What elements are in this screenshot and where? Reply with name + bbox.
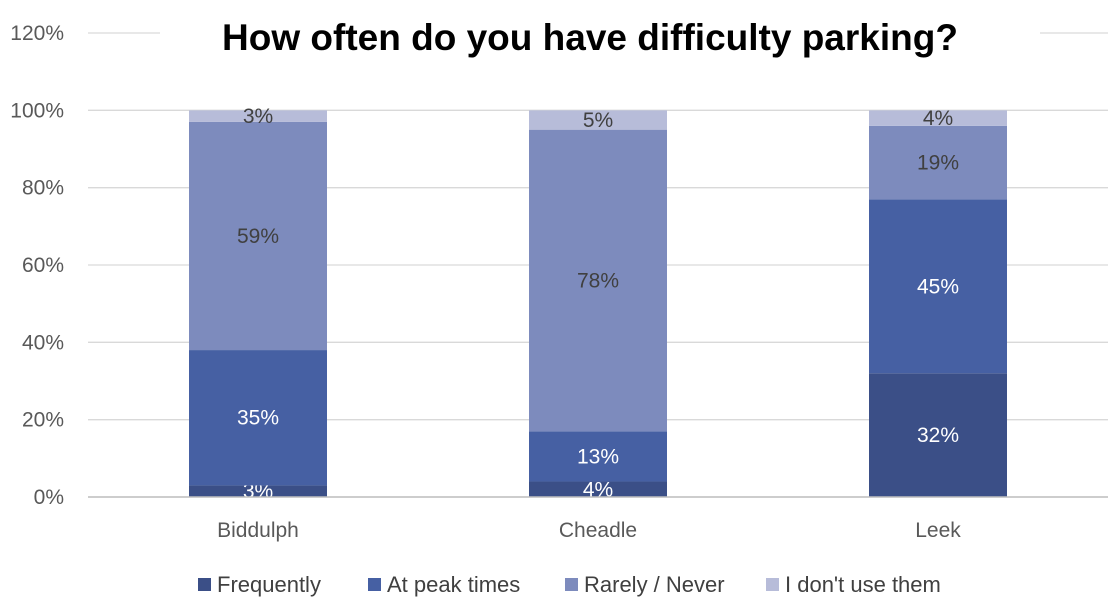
legend-swatch: [198, 578, 211, 591]
data-label: 5%: [583, 109, 613, 132]
data-label: 19%: [917, 152, 959, 175]
legend-swatch: [565, 578, 578, 591]
category-label: Leek: [915, 519, 961, 542]
category-label: Biddulph: [217, 519, 299, 542]
y-tick-label: 80%: [22, 177, 64, 200]
data-label: 3%: [243, 105, 273, 128]
bar-segment: [869, 110, 1007, 126]
bar-segment: [529, 481, 667, 497]
bar-segment: [869, 199, 1007, 374]
category-label: Cheadle: [559, 519, 637, 542]
chart-title: How often do you have difficulty parking…: [222, 17, 958, 58]
bar-segment: [529, 431, 667, 482]
data-label: 78%: [577, 269, 619, 292]
data-label: 35%: [237, 407, 279, 430]
bar-segment: [189, 485, 327, 497]
legend-label: I don't use them: [785, 572, 941, 597]
bar-segment: [529, 110, 667, 130]
data-label: 32%: [917, 424, 959, 447]
bars: 3%35%59%3%4%13%78%5%32%45%19%4%: [189, 105, 1007, 503]
legend-label: At peak times: [387, 572, 520, 597]
data-label: 13%: [577, 445, 619, 468]
y-tick-label: 20%: [22, 409, 64, 432]
bar-segment: [529, 129, 667, 432]
x-axis: Biddulph Cheadle Leek: [88, 496, 1108, 542]
y-tick-label: 100%: [10, 99, 64, 122]
bar-segment: [869, 125, 1007, 200]
y-tick-label: 40%: [22, 331, 64, 354]
legend-swatch: [368, 578, 381, 591]
data-label: 45%: [917, 275, 959, 298]
y-tick-label: 120%: [10, 22, 64, 45]
y-tick-label: 60%: [22, 254, 64, 277]
title-background: [160, 10, 1040, 62]
legend-swatch: [766, 578, 779, 591]
bar-segment: [189, 350, 327, 486]
data-label: 4%: [583, 478, 613, 501]
bar-segment: [189, 110, 327, 122]
legend: Frequently At peak times Rarely / Never I d…: [198, 572, 941, 597]
bar-segment: [189, 121, 327, 351]
legend-label: Rarely / Never: [584, 572, 725, 597]
y-axis: 0% 20% 40% 60% 80% 100% 120%: [10, 22, 64, 509]
y-tick-label: 0%: [34, 486, 64, 509]
legend-label: Frequently: [217, 572, 321, 597]
bar-segment: [869, 373, 1007, 497]
data-label: 59%: [237, 225, 279, 248]
data-label: 4%: [923, 107, 953, 130]
